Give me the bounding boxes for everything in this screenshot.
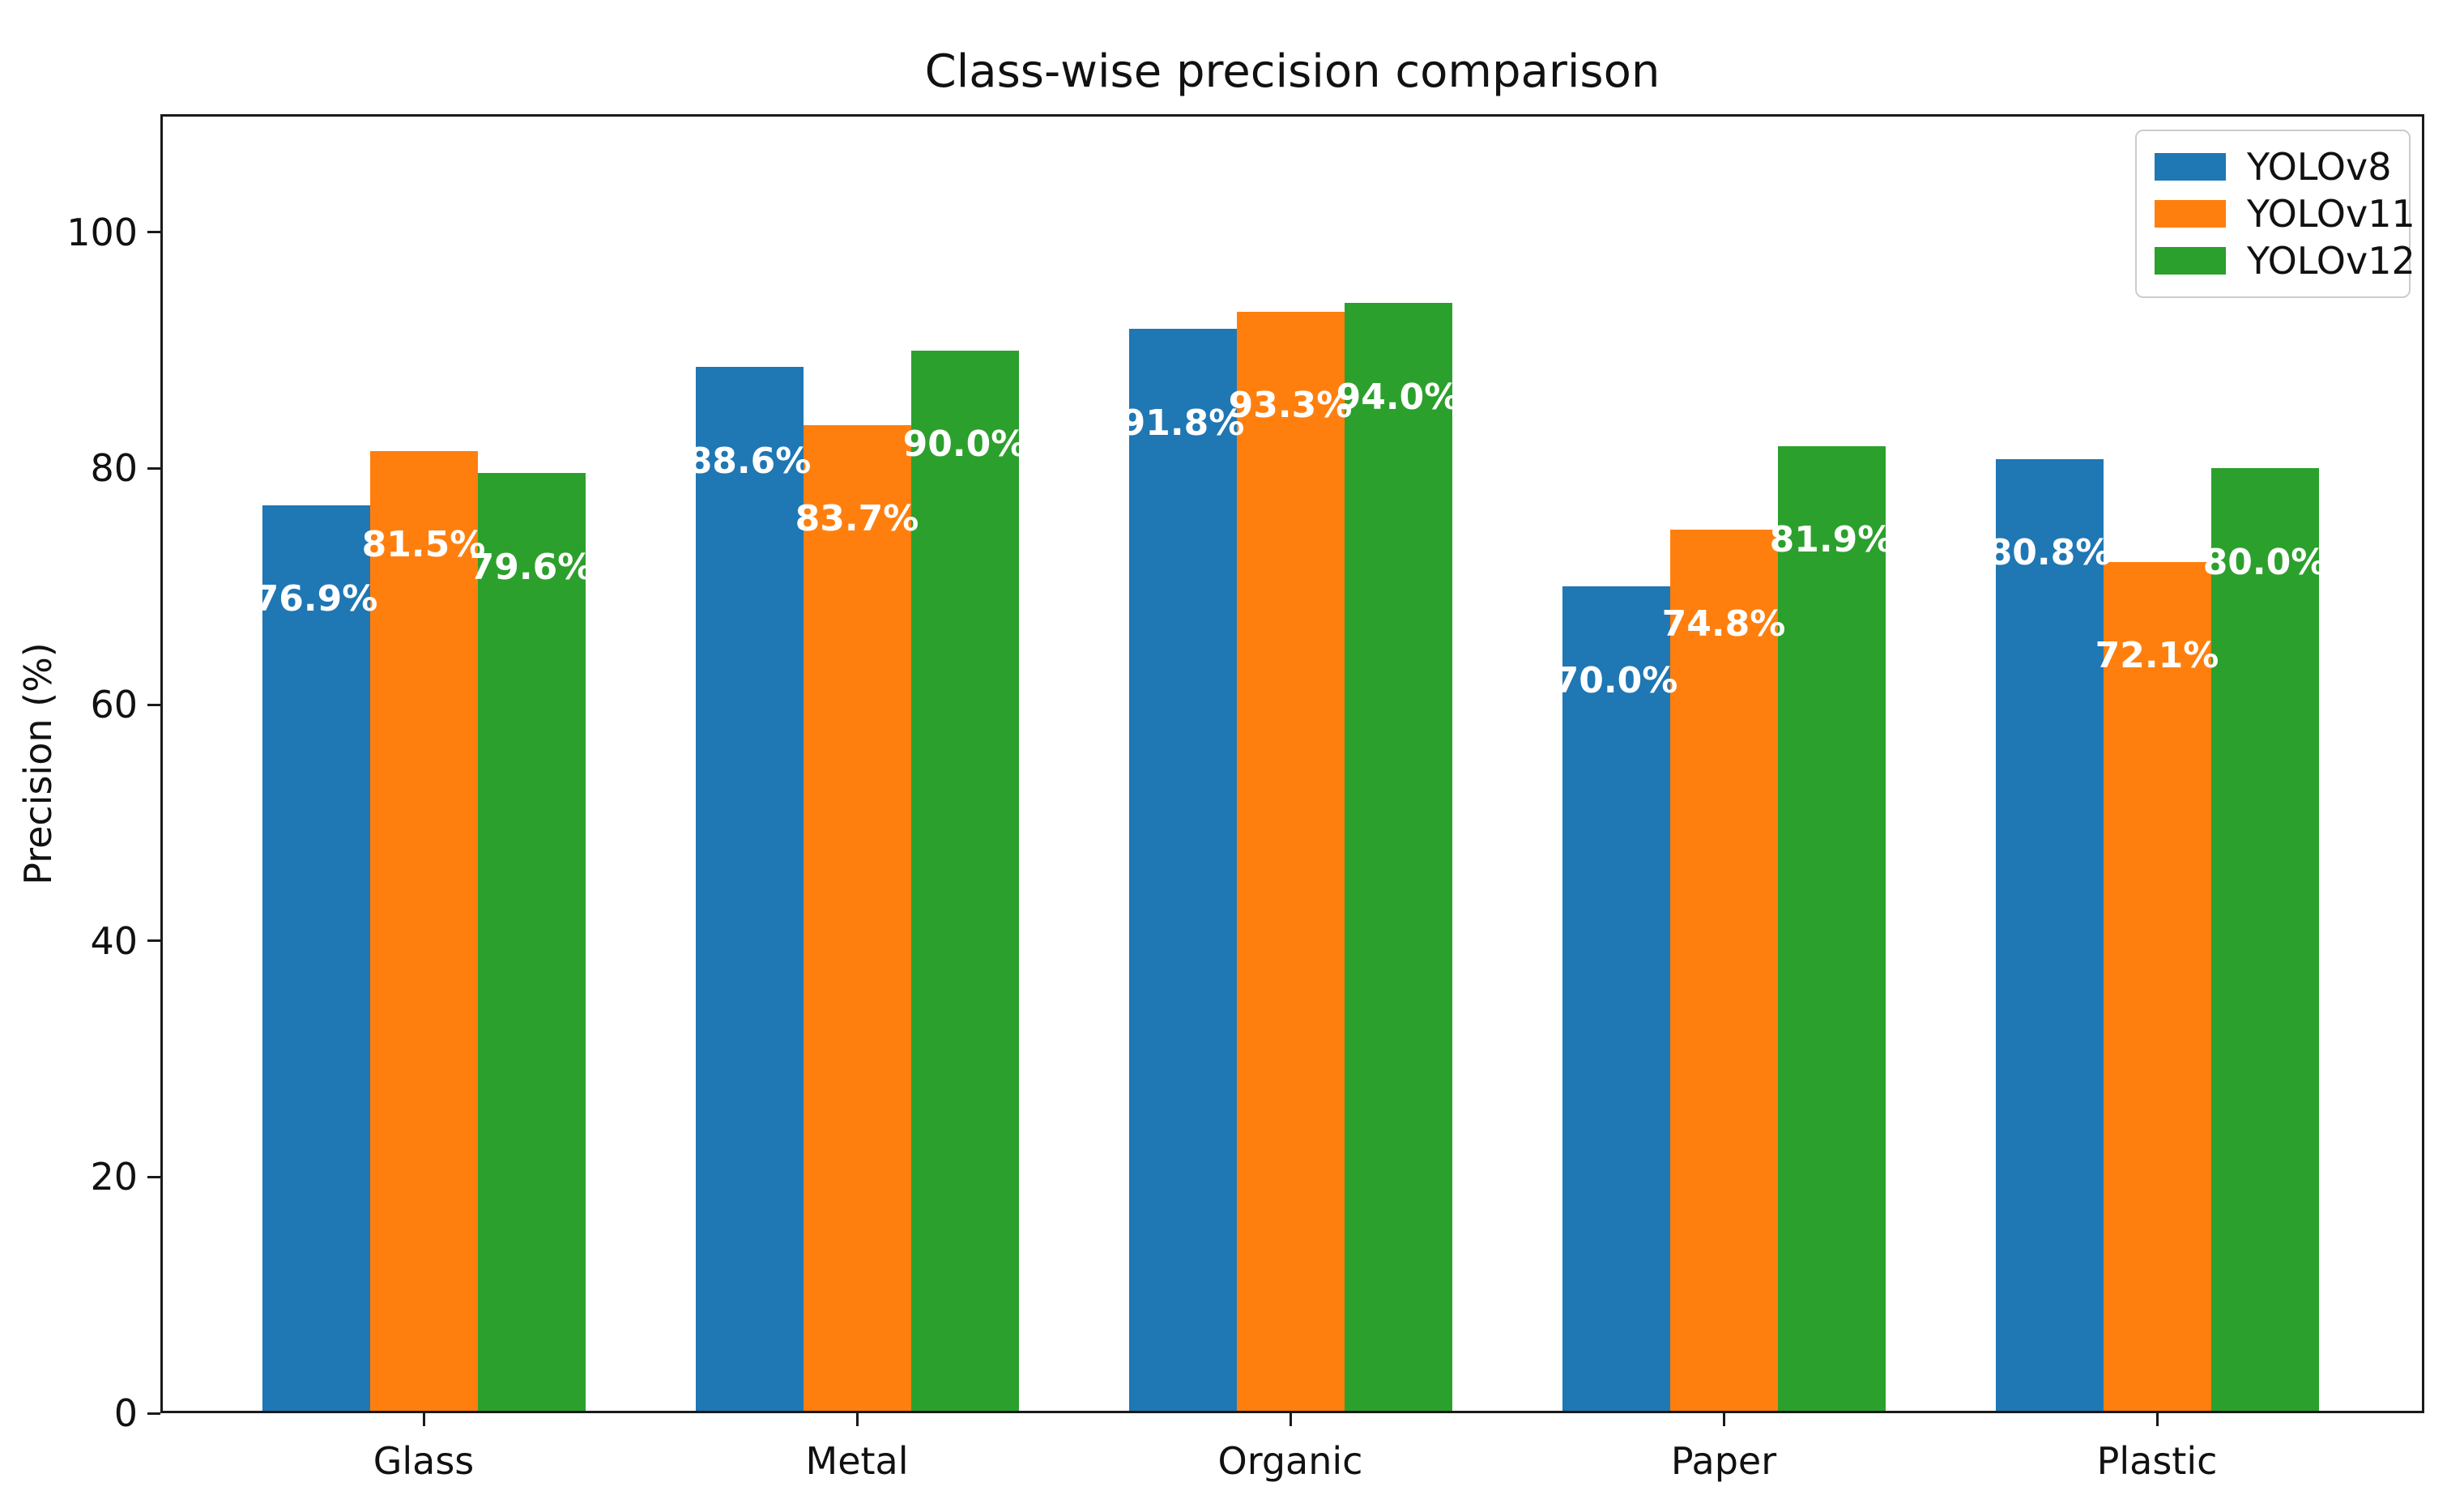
legend-item-label: YOLOv12	[2247, 239, 2415, 283]
bar-value-label: 70.0%	[1554, 659, 1678, 701]
legend-swatch-yolov12	[2155, 247, 2226, 275]
bar-yolov11-organic	[1236, 311, 1345, 1413]
bar-value-label: 81.5%	[361, 524, 486, 566]
y-axis-label: Precision (%)	[16, 642, 60, 885]
y-tick	[147, 1412, 160, 1415]
bar-value-label: 81.9%	[1769, 519, 1894, 561]
bar-value-label: 76.9%	[254, 578, 378, 620]
bar-value-label: 72.1%	[2095, 635, 2219, 677]
legend-item-label: YOLOv11	[2247, 192, 2415, 236]
bar-value-label: 88.6%	[687, 440, 812, 482]
chart-title: Class-wise precision comparison	[924, 45, 1660, 98]
bar-yolov8-organic	[1128, 329, 1237, 1413]
bar-value-label: 91.8%	[1120, 402, 1245, 445]
bar-value-label: 80.8%	[1987, 532, 2112, 574]
legend-swatch-yolov11	[2155, 200, 2226, 228]
bar-value-label: 74.8%	[1661, 603, 1786, 645]
x-tick	[1722, 1413, 1725, 1426]
x-tick-label-organic: Organic	[1217, 1439, 1363, 1483]
bar-yolov8-plastic	[1995, 458, 2104, 1413]
bar-yolov12-metal	[910, 350, 1019, 1413]
y-tick	[147, 939, 160, 943]
y-tick-label: 80	[90, 446, 138, 491]
legend: YOLOv8 YOLOv11 YOLOv12	[2135, 130, 2415, 298]
legend-swatch-yolov8	[2155, 153, 2226, 181]
bar-yolov12-paper	[1777, 445, 1886, 1413]
bar-yolov11-plastic	[2103, 561, 2211, 1413]
x-tick-label-glass: Glass	[373, 1439, 475, 1483]
x-tick	[1289, 1413, 1292, 1426]
y-tick-label: 100	[66, 210, 138, 254]
legend-item-yolov11: YOLOv11	[2155, 191, 2415, 236]
x-tick-label-paper: Paper	[1670, 1439, 1777, 1483]
bar-yolov11-glass	[369, 450, 478, 1413]
y-tick-label: 60	[90, 683, 138, 727]
bar-value-label: 94.0%	[1336, 376, 1460, 418]
bar-yolov11-paper	[1669, 530, 1778, 1413]
x-tick	[2155, 1413, 2159, 1426]
y-tick	[147, 703, 160, 706]
y-tick	[147, 231, 160, 234]
bar-yolov12-plastic	[2210, 468, 2319, 1413]
y-tick	[147, 1175, 160, 1178]
x-tick	[855, 1413, 859, 1426]
plot-area: 76.9% 88.6% 91.8% 70.0% 80.8% 81.5% 83.7% 93.3%…	[160, 114, 2424, 1413]
bar-value-label: 93.3%	[1228, 385, 1353, 427]
y-tick-label: 40	[90, 918, 138, 963]
x-tick	[422, 1413, 425, 1426]
bar-value-label: 90.0%	[902, 424, 1027, 466]
y-tick-label: 0	[113, 1391, 138, 1435]
x-tick-label-metal: Metal	[805, 1439, 909, 1483]
bar-value-label: 80.0%	[2202, 542, 2327, 584]
legend-item-label: YOLOv8	[2247, 145, 2392, 189]
x-tick-label-plastic: Plastic	[2096, 1439, 2218, 1483]
legend-item-yolov8: YOLOv8	[2155, 144, 2391, 190]
bar-yolov8-paper	[1562, 586, 1670, 1413]
bar-yolov8-glass	[262, 505, 370, 1413]
bar-yolov11-metal	[803, 424, 911, 1413]
y-tick	[147, 466, 160, 470]
bar-yolov12-glass	[477, 473, 586, 1413]
bar-yolov12-organic	[1344, 303, 1452, 1413]
bar-value-label: 83.7%	[795, 498, 919, 540]
bar-yolov8-metal	[695, 367, 804, 1413]
bar-value-label: 79.6%	[469, 546, 594, 588]
y-tick-label: 20	[90, 1155, 138, 1199]
legend-item-yolov12: YOLOv12	[2155, 238, 2415, 283]
